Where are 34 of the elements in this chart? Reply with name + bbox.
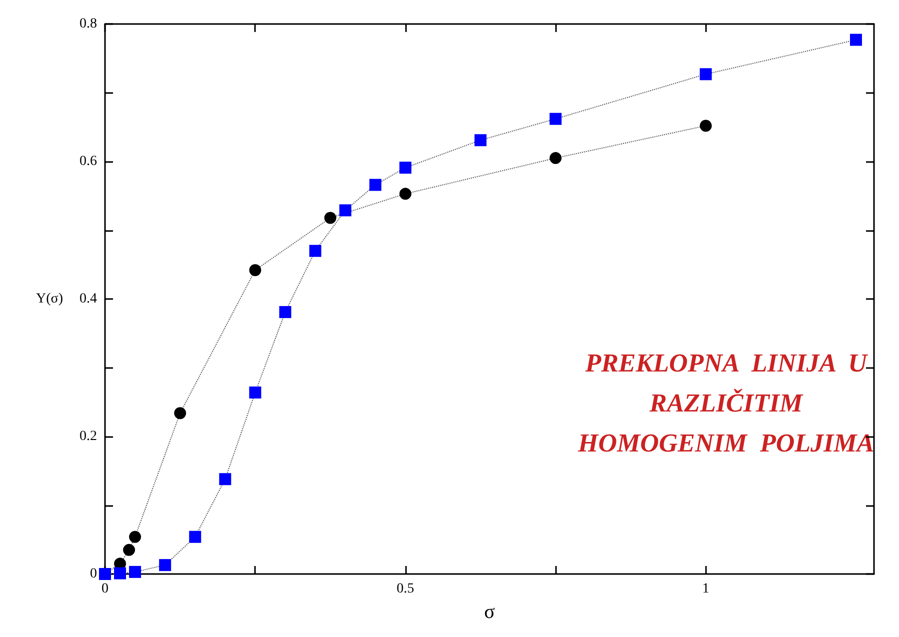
point: [174, 407, 186, 420]
point: [324, 212, 336, 224]
point: [700, 68, 712, 80]
x-tick-label: 1: [702, 582, 710, 596]
point: [129, 530, 142, 543]
point: [339, 204, 352, 216]
y-tick-label: 0.4: [80, 292, 97, 306]
point: [550, 152, 562, 164]
point: [189, 530, 202, 543]
point: [700, 120, 712, 132]
annotation: PREKLOPNA LINIJA U RAZLIČITIM HOMOGENIM POLJIMA: [576, 348, 874, 458]
x-axis-title: σ: [484, 601, 496, 623]
point: [550, 112, 562, 125]
point: [279, 306, 292, 318]
point: [249, 264, 262, 276]
y-tick-label: 0.8: [80, 16, 97, 32]
point: [123, 544, 136, 556]
y-tick-label: 0.6: [80, 154, 97, 169]
point: [399, 188, 412, 200]
point: [474, 134, 486, 146]
point: [249, 386, 262, 398]
point: [369, 178, 382, 191]
point: [399, 162, 412, 174]
point: [850, 34, 862, 46]
x-tick-label: 0: [102, 582, 108, 596]
y-tick-label: 0.2: [80, 429, 97, 444]
point: [219, 473, 232, 486]
y-axis-title: Y(σ): [36, 292, 64, 306]
point: [114, 567, 126, 580]
y-tick-label: 0: [90, 566, 97, 582]
point: [159, 559, 172, 572]
point: [309, 244, 322, 257]
x-tick-label: 0.5: [396, 582, 414, 596]
point: [129, 566, 142, 578]
